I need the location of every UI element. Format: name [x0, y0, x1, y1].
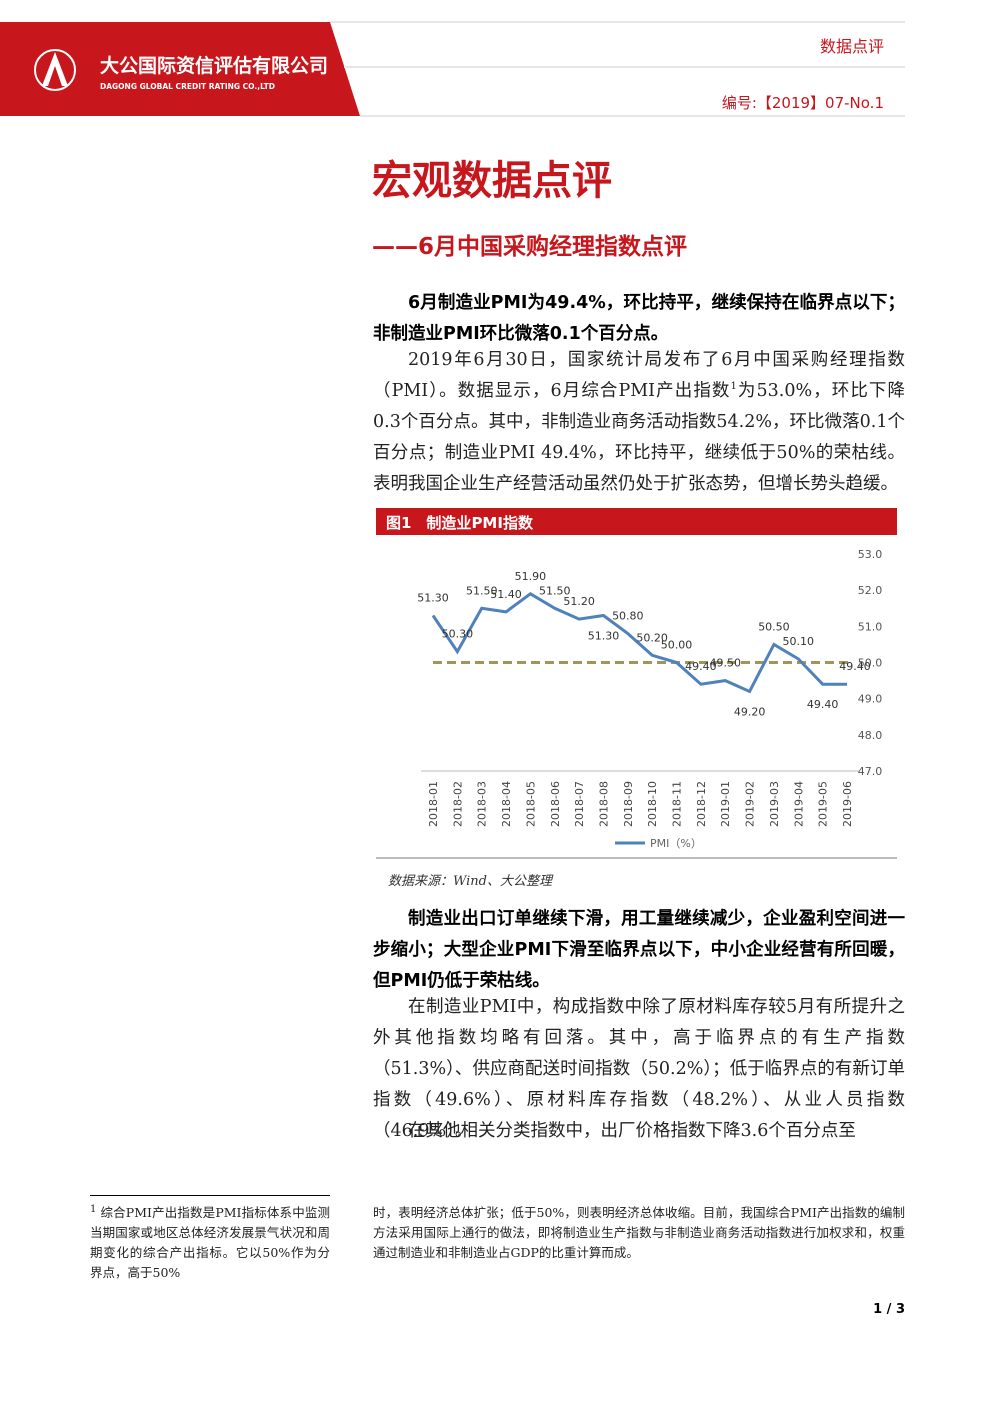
data-label: 50.00 [661, 639, 693, 652]
x-tick-label: 2018-09 [622, 781, 635, 827]
footnote: 1 综合PMI产出指数是PMI指标体系中监测当期国家或地区总体经济发展景气状况和… [90, 1203, 330, 1283]
section-heading: 6月制造业PMI为49.4%，环比持平，继续保持在临界点以下；非制造业PMI环比… [373, 293, 905, 344]
x-tick-label: 2019-01 [719, 781, 732, 827]
figure-caption: 图1 制造业PMI指数 [386, 514, 533, 532]
x-tick-label: 2018-05 [524, 781, 537, 827]
data-label: 51.30 [588, 629, 620, 642]
x-tick-label: 2018-07 [573, 781, 586, 827]
page-number: 1 / 3 [873, 1302, 905, 1317]
x-tick-label: 2018-10 [646, 781, 659, 827]
x-tick-label: 2019-05 [817, 781, 830, 827]
company-name-en: DAGONG GLOBAL CREDIT RATING CO.,LTD [100, 82, 275, 91]
paragraph: 2019年6月30日，国家统计局发布了6月中国采购经理指数（PMI）。数据显示，… [373, 345, 905, 500]
x-tick-label: 2019-02 [744, 781, 757, 827]
title: 宏观数据点评 [372, 158, 612, 204]
data-label: 50.20 [636, 631, 668, 644]
data-label: 50.10 [783, 635, 815, 648]
data-label: 50.30 [442, 628, 474, 641]
data-label: 49.40 [685, 660, 717, 673]
data-label: 51.50 [539, 584, 571, 597]
y-tick-label: 52.0 [858, 584, 883, 597]
data-label: 49.50 [709, 657, 741, 670]
y-tick-label: 47.0 [858, 765, 883, 778]
data-label: 51.90 [515, 570, 547, 583]
logo [34, 49, 76, 91]
data-label: 51.50 [466, 584, 498, 597]
data-label: 49.40 [839, 660, 871, 673]
paragraph: 在其他相关分类指数中，出厂价格指数下降3.6个百分点至 [408, 1121, 856, 1141]
header-graphics: 大公国际资信评估有限公司 DAGONG GLOBAL CREDIT RATING… [0, 21, 905, 117]
chart: 47.0 48.0 49.0 50.0 51.0 52.0 53.0 2018-01 2018-… [417, 548, 883, 850]
y-tick-label: 51.0 [858, 620, 883, 633]
company-name: 大公国际资信评估有限公司 [100, 54, 328, 77]
data-label: 50.50 [758, 620, 790, 633]
footnote-ref: 1 [730, 381, 737, 393]
y-tick-label: 48.0 [858, 729, 883, 742]
x-tick-label: 2018-02 [451, 781, 464, 827]
series-line [431, 591, 847, 694]
data-label: 51.20 [563, 595, 595, 608]
data-label: 49.40 [807, 698, 839, 711]
y-tick-label: 49.0 [858, 693, 883, 706]
data-label: 51.30 [417, 591, 449, 604]
x-tick-label: 2018-03 [476, 781, 489, 827]
x-tick-label: 2019-06 [841, 781, 854, 827]
doc-number: 编号:【2019】07-No.1 [722, 94, 884, 112]
x-tick-label: 2018-12 [695, 781, 708, 827]
footnote: 时，表明经济总体扩张；低于50%，则表明经济总体收缩。目前，我国综合PMI产出指… [373, 1205, 905, 1260]
data-label: 49.20 [734, 705, 766, 718]
figure-rule [376, 857, 897, 859]
y-tick-label: 50.0 [858, 657, 883, 670]
data-label: 50.80 [612, 610, 644, 623]
footnote-rule [90, 1195, 330, 1196]
header-rule [344, 66, 905, 68]
paragraph: 在制造业PMI中，构成指数中除了原材料库存较5月有所提升之外其他指数均略有回落。… [373, 997, 905, 1141]
subtitle: ——6月中国采购经理指数点评 [372, 234, 688, 260]
figure-source: 数据来源：Wind、大公整理 [388, 874, 552, 889]
x-tick-label: 2018-01 [427, 781, 440, 827]
footnote-mark: 1 [90, 1203, 97, 1215]
y-tick-label: 53.0 [858, 548, 883, 561]
figure-caption-bar [376, 508, 897, 535]
x-tick-label: 2019-03 [768, 781, 781, 827]
text: 综合PMI产出指数是PMI指标体系中监测当期国家或地区总体经济发展景气状况和周期… [90, 1205, 330, 1280]
data-label: 51.40 [490, 588, 522, 601]
text: 2019年6月30日，国家统计局发布了6月中国采购经理指数（PMI）。数据显示，… [373, 350, 905, 401]
logo [42, 52, 68, 86]
legend-label: PMI（%） [650, 837, 702, 850]
text: 为53.0%，环比下降0.3个百分点。其中，非制造业商务活动指数54.2%，环比… [373, 381, 905, 494]
x-tick-label: 2018-04 [500, 781, 513, 827]
x-tick-label: 2018-06 [549, 781, 562, 827]
header-banner [0, 22, 360, 116]
section-heading: 制造业出口订单继续下滑，用工量继续减少，企业盈利空间进一步缩小；大型企业PMI下… [373, 909, 905, 991]
x-tick-label: 2018-11 [671, 781, 684, 827]
x-tick-label: 2018-08 [597, 781, 610, 827]
x-tick-label: 2019-04 [792, 781, 805, 827]
category: 数据点评 [820, 37, 884, 56]
